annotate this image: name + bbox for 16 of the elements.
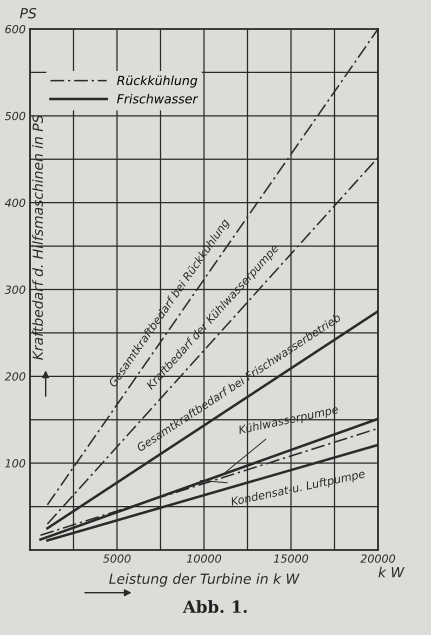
y-tick-label: 300 [4,285,26,294]
y-tick-label: 100 [5,459,26,468]
x-tick-label: 15000 [274,554,308,563]
y-tick-label: 600 [5,24,26,34]
text: Abb. 1. [182,600,247,614]
y-tick-label: 500 [4,112,26,120]
x-tick-label: 5000 [103,554,131,563]
y-tick-label: 400 [4,198,26,208]
text: PS [20,8,36,18]
x-tick-label: 10000 [186,554,222,563]
legend-label: Rückkühlung [117,75,198,88]
y-tick-label: 200 [4,372,26,381]
x-tick-label: 20000 [360,554,396,563]
text: k W [378,566,405,578]
x-axis-title: Leistung der Turbine in k W [109,573,300,587]
legend-label: Frischwasser [117,94,198,104]
